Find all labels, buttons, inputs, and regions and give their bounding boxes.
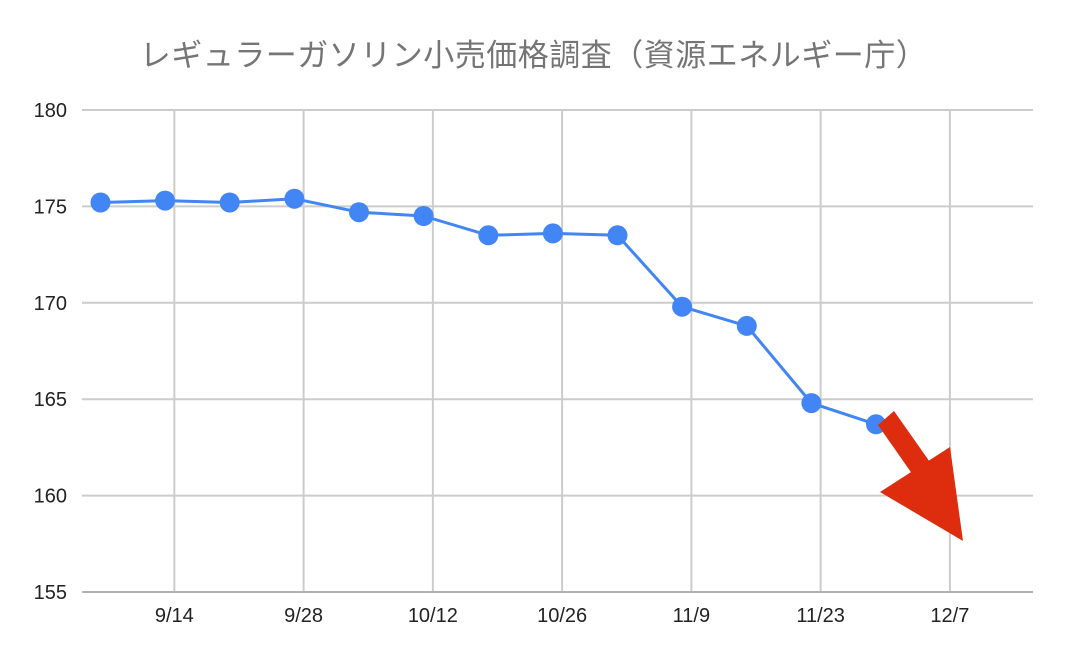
series-layer [90, 188, 886, 435]
x-tick-label: 9/14 [155, 605, 194, 627]
data-point [542, 223, 563, 244]
grid [82, 109, 1033, 593]
x-axis-tick-labels: 9/14 9/28 10/12 10/26 11/9 11/23 12/7 [155, 605, 970, 627]
x-tick-label: 9/28 [284, 605, 323, 627]
x-tick-label: 11/23 [796, 605, 845, 627]
data-point [90, 192, 111, 213]
arrow-head [880, 447, 963, 541]
data-point [866, 414, 886, 435]
x-tick-label: 12/7 [930, 605, 969, 627]
red-arrow-icon [878, 411, 963, 541]
data-point [478, 225, 499, 246]
chart-title: レギュラーガソリン小売価格調査（資源エネルギー庁） [139, 38, 928, 74]
data-point [349, 202, 369, 223]
data-point [219, 192, 240, 213]
x-tick-label: 10/26 [537, 605, 587, 627]
y-tick-label: 175 [34, 196, 67, 218]
data-point [155, 190, 176, 211]
y-tick-label: 180 [34, 100, 67, 122]
annotation-layer [878, 411, 963, 541]
y-tick-label: 160 [34, 486, 67, 508]
arrow-shaft [878, 411, 932, 478]
y-tick-label: 165 [34, 389, 67, 411]
y-axis-tick-labels: 155 160 165 170 175 180 [34, 100, 67, 604]
data-point [736, 315, 757, 336]
data-point [413, 206, 434, 226]
y-tick-label: 170 [34, 293, 67, 315]
x-tick-label: 11/9 [673, 605, 710, 627]
data-point [672, 296, 693, 317]
data-point [607, 225, 628, 246]
data-point [284, 188, 305, 209]
y-tick-label: 155 [34, 582, 67, 604]
x-tick-label: 10/12 [408, 605, 458, 627]
data-point [801, 393, 822, 414]
